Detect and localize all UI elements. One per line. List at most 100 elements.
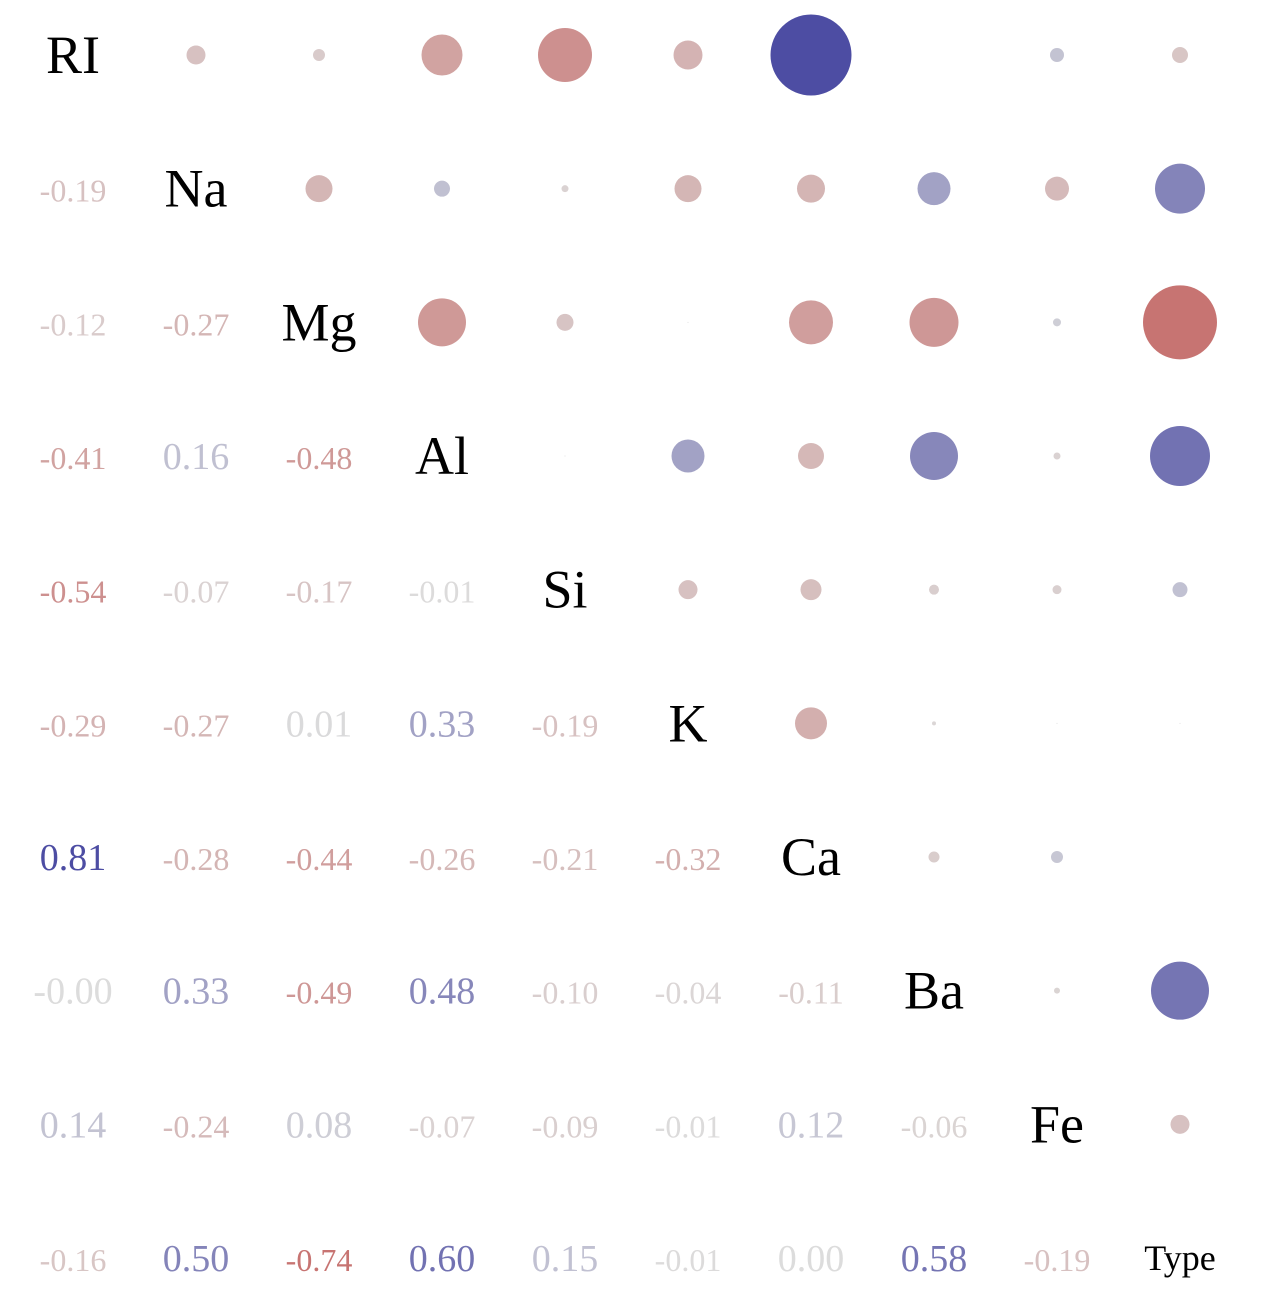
correlation-value-si-mg: -0.17 — [286, 574, 353, 610]
correlation-circle-ri-al — [421, 34, 463, 76]
correlation-circle-al-ba — [910, 432, 958, 480]
diagonal-label-ba: Ba — [904, 961, 964, 1021]
correlation-circle-mg-al — [418, 298, 466, 347]
correlation-circle-na-ca — [797, 174, 825, 203]
correlation-value-type-fe: -0.19 — [1024, 1242, 1091, 1278]
correlation-value-al-ri: -0.41 — [40, 440, 107, 476]
correlation-circle-ca-fe — [1051, 851, 1063, 863]
correlation-value-si-al: -0.01 — [409, 574, 476, 610]
diagonal-label-mg: Mg — [281, 292, 356, 352]
correlation-value-mg-na: -0.27 — [163, 306, 230, 342]
correlation-value-fe-al: -0.07 — [409, 1108, 476, 1144]
correlation-value-si-ri: -0.54 — [40, 574, 107, 610]
correlation-value-ba-mg: -0.49 — [286, 975, 353, 1011]
correlation-circle-ri-na — [186, 45, 206, 65]
correlation-circle-al-si — [564, 455, 566, 457]
correlation-value-fe-ba: -0.06 — [901, 1108, 968, 1144]
diagonal-label-fe: Fe — [1030, 1094, 1084, 1154]
correlation-circle-si-type — [1172, 582, 1188, 598]
correlation-value-type-ba: 0.58 — [901, 1238, 968, 1280]
correlation-circle-ri-type — [1172, 47, 1188, 63]
correlation-value-type-mg: -0.74 — [286, 1242, 353, 1278]
correlation-value-fe-ri: 0.14 — [40, 1104, 107, 1146]
diagonal-label-type: Type — [1144, 1238, 1215, 1278]
diagonal-label-al: Al — [415, 426, 469, 486]
correlation-value-al-mg: -0.48 — [286, 440, 353, 476]
correlation-circle-si-k — [678, 580, 698, 600]
correlation-value-ca-na: -0.28 — [163, 841, 230, 877]
correlation-value-si-na: -0.07 — [163, 574, 230, 610]
correlation-circle-ri-fe — [1050, 48, 1064, 62]
correlation-circle-al-type — [1150, 426, 1210, 486]
correlation-circle-si-fe — [1052, 585, 1062, 595]
correlation-value-ba-k: -0.04 — [655, 975, 722, 1011]
correlation-value-k-na: -0.27 — [163, 707, 230, 743]
correlation-circle-ri-si — [538, 28, 592, 82]
correlation-value-mg-ri: -0.12 — [40, 306, 107, 342]
correlation-value-ba-al: 0.48 — [409, 971, 476, 1013]
correlation-marks: RI -0.19 Na -0.12 -0.27 Mg -0.41 0.16 -0.48 Al -0.… — [33, 14, 1217, 1280]
correlation-circle-k-type — [1179, 722, 1181, 724]
diagonal-label-si: Si — [542, 560, 587, 620]
correlation-value-al-na: 0.16 — [163, 436, 230, 478]
correlation-value-type-na: 0.50 — [163, 1238, 230, 1280]
correlation-value-ba-na: 0.33 — [163, 971, 230, 1013]
correlation-circle-na-al — [434, 180, 450, 197]
correlation-value-fe-k: -0.01 — [655, 1108, 722, 1144]
correlation-circle-mg-ca — [789, 300, 833, 345]
correlation-circle-na-si — [561, 185, 569, 193]
correlation-circle-ba-type — [1151, 961, 1209, 1020]
diagonal-label-ri: RI — [46, 25, 100, 85]
correlation-value-type-ca: 0.00 — [778, 1238, 845, 1280]
correlation-value-k-ri: -0.29 — [40, 707, 107, 743]
correlation-circle-al-ca — [798, 443, 824, 469]
correlation-value-k-si: -0.19 — [532, 707, 599, 743]
correlation-circle-ba-fe — [1054, 987, 1060, 994]
correlation-value-na-ri: -0.19 — [40, 173, 107, 209]
correlation-circle-ri-ca — [770, 14, 852, 96]
diagonal-label-na: Na — [165, 159, 228, 219]
correlation-value-type-si: 0.15 — [532, 1238, 599, 1280]
diagonal-label-ca: Ca — [781, 827, 841, 887]
correlation-value-ba-si: -0.10 — [532, 975, 599, 1011]
correlation-circle-k-fe — [1056, 722, 1058, 724]
correlation-circle-al-k — [671, 439, 705, 473]
correlation-circle-k-ca — [795, 707, 827, 740]
correlation-value-ca-mg: -0.44 — [286, 841, 353, 877]
correlation-value-fe-ca: 0.12 — [778, 1104, 845, 1146]
correlation-value-fe-si: -0.09 — [532, 1108, 599, 1144]
correlation-value-ba-ca: -0.11 — [778, 975, 843, 1011]
correlation-value-k-mg: 0.01 — [286, 703, 353, 745]
correlation-circle-k-ba — [932, 721, 936, 726]
correlation-circle-na-k — [674, 175, 702, 203]
correlation-circle-mg-type — [1143, 285, 1217, 360]
correlation-circle-al-fe — [1053, 452, 1061, 460]
correlation-value-ca-ri: 0.81 — [40, 837, 107, 879]
correlation-circle-ri-k — [673, 40, 703, 70]
correlation-circle-na-type — [1155, 163, 1205, 214]
correlation-value-ca-k: -0.32 — [655, 841, 722, 877]
correlation-circle-mg-ba — [909, 297, 959, 347]
correlation-value-fe-na: -0.24 — [163, 1108, 230, 1144]
correlation-value-type-ri: -0.16 — [40, 1242, 107, 1278]
diagonal-label-k: K — [669, 693, 708, 753]
correlation-circle-na-fe — [1045, 176, 1069, 201]
correlation-circle-mg-k — [687, 321, 689, 323]
correlation-circle-mg-si — [556, 313, 574, 331]
correlation-value-ca-si: -0.21 — [532, 841, 599, 877]
correlation-value-k-al: 0.33 — [409, 703, 476, 745]
correlation-value-type-al: 0.60 — [409, 1238, 476, 1280]
correlation-circle-si-ba — [929, 584, 939, 595]
correlation-circle-ri-mg — [313, 49, 325, 61]
correlation-circle-na-mg — [305, 175, 333, 203]
correlation-circle-mg-fe — [1053, 318, 1061, 327]
correlation-value-type-k: -0.01 — [655, 1242, 722, 1278]
correlation-value-ca-al: -0.26 — [409, 841, 476, 877]
correlation-circle-ca-ba — [928, 851, 940, 863]
correlation-circle-fe-type — [1170, 1114, 1190, 1134]
correlation-value-ba-ri: -0.00 — [33, 971, 112, 1013]
correlation-circle-si-ca — [800, 579, 822, 601]
correlation-circle-na-ba — [917, 172, 951, 206]
correlation-value-fe-mg: 0.08 — [286, 1104, 353, 1146]
